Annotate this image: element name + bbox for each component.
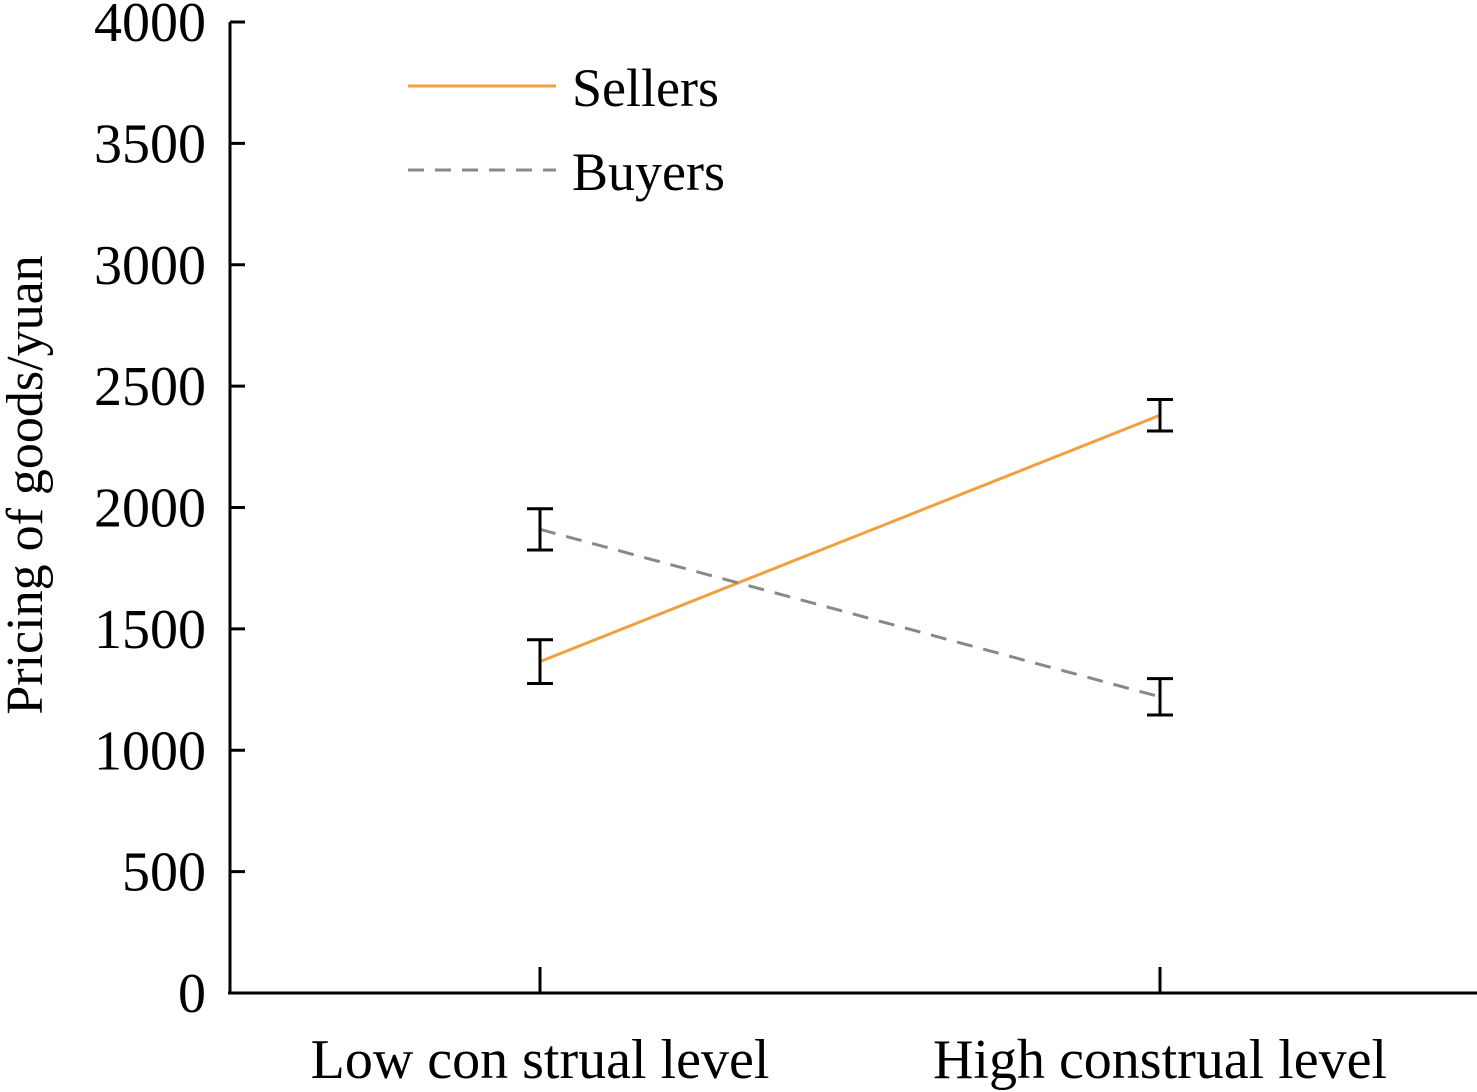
error-bar — [1147, 677, 1173, 717]
legend-label: Sellers — [572, 58, 719, 118]
y-tick-label: 2500 — [94, 356, 206, 418]
legend-item-buyers: Buyers — [408, 142, 725, 202]
y-tick-label: 500 — [122, 842, 206, 904]
y-tick-label: 1000 — [94, 720, 206, 782]
legend-label: Buyers — [572, 142, 725, 202]
legend: Sellers Buyers — [408, 58, 725, 202]
y-tick-label: 3500 — [94, 113, 206, 175]
error-bar — [527, 638, 553, 685]
y-tick-label: 2000 — [94, 478, 206, 540]
series-line — [539, 527, 1161, 699]
legend-item-sellers: Sellers — [408, 58, 719, 118]
error-bar — [1147, 397, 1173, 433]
y-tick-label: 1500 — [94, 599, 206, 661]
series-line — [539, 413, 1161, 664]
y-tick-label: 0 — [178, 963, 206, 1025]
x-tick-label: Low con strual level — [311, 1029, 770, 1091]
series-sellers — [527, 397, 1173, 685]
y-axis-title: Pricing of goods/yuan — [0, 255, 54, 714]
y-tick-label: 4000 — [94, 0, 206, 54]
x-axis-ticks: Low con strual level High construal level — [311, 967, 1387, 1091]
x-tick-label: High construal level — [933, 1029, 1387, 1091]
error-bar — [527, 507, 553, 552]
y-tick-label: 3000 — [94, 235, 206, 297]
y-axis-ticks: 0 500 1000 1500 2000 2500 3000 3500 4000 — [94, 0, 245, 1025]
series-buyers — [527, 507, 1173, 717]
series-layer — [527, 397, 1173, 717]
